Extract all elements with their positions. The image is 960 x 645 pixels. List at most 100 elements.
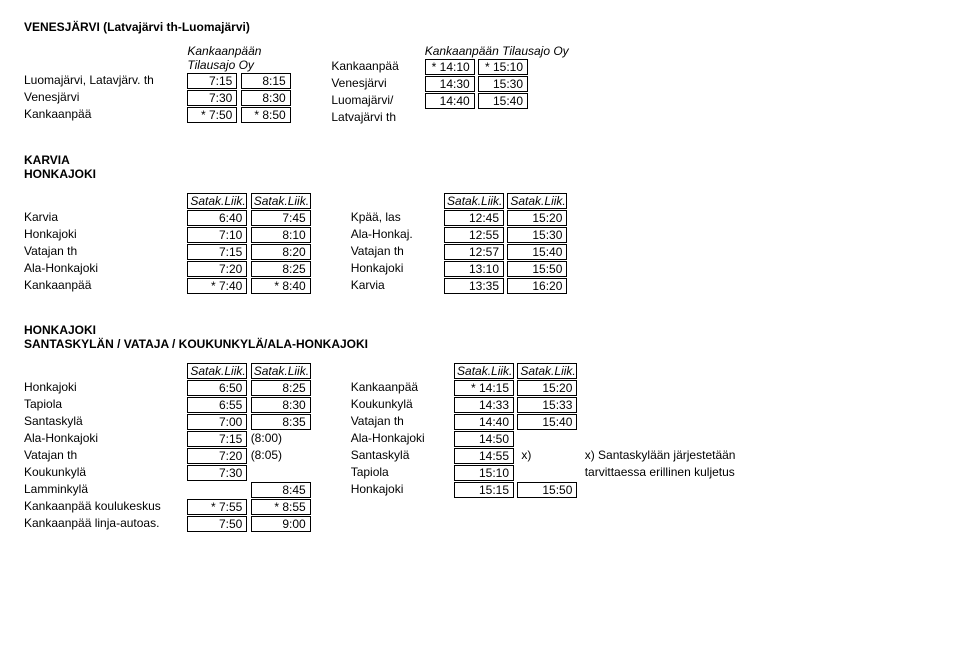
table-row: Ala-Honkajoki 7:15 (8:00) [24, 431, 311, 447]
cell: 14:40 [454, 414, 514, 430]
cell: 12:57 [444, 244, 504, 260]
sec1-title: VENESJÄRVI (Latvajärvi th-Luomajärvi) [24, 20, 936, 34]
cell: 6:55 [187, 397, 247, 413]
row-label: Honkajoki [351, 482, 451, 496]
sec1-columns: Kankaanpään Tilausajo Oy Luomajärvi, Lat… [24, 44, 936, 125]
cell: 8:35 [251, 414, 311, 430]
row-label: Ala-Honkajoki [24, 431, 184, 445]
row-label: Kankaanpää [24, 107, 184, 121]
cell: * 8:40 [251, 278, 311, 294]
row-label: Santaskylä [351, 448, 451, 462]
cell: 12:55 [444, 227, 504, 243]
col-header: Satak.Liik. [187, 193, 247, 209]
cell: 14:50 [454, 431, 514, 447]
row-label: Kpää, las [351, 210, 441, 224]
table-row: Kpää, las 12:45 15:20 [351, 210, 568, 226]
row-label: Honkajoki [24, 227, 184, 241]
table-row: Latvajärvi th [331, 110, 568, 124]
table-row: Honkajoki 6:50 8:25 [24, 380, 311, 396]
table-row: Santaskylä 14:55 x) x) Santaskylään järj… [351, 448, 736, 464]
row-label: Latvajärvi th [331, 110, 421, 124]
cell: 7:15 [187, 73, 237, 89]
row-label: Kankaanpää [331, 59, 421, 73]
col-header: Satak.Liik. [444, 193, 504, 209]
cell: 13:35 [444, 278, 504, 294]
row-label: Tapiola [351, 465, 451, 479]
cell: 15:40 [478, 93, 528, 109]
cell: * 14:10 [425, 59, 475, 75]
sec3-title2: SANTASKYLÄN / VATAJA / KOUKUNKYLÄ/ALA-HO… [24, 337, 936, 351]
table-row: Venesjärvi 14:30 15:30 [331, 76, 568, 92]
sec2-right: Satak.Liik. Satak.Liik. Kpää, las 12:45 … [351, 193, 568, 295]
table-row: Honkajoki 15:15 15:50 [351, 482, 736, 498]
row-label: Luomajärvi/ [331, 93, 421, 107]
row-label: Honkajoki [351, 261, 441, 275]
cell: 7:15 [187, 244, 247, 260]
cell: 6:50 [187, 380, 247, 396]
table-row: Honkajoki 7:10 8:10 [24, 227, 311, 243]
sec1-header-left: Kankaanpään Tilausajo Oy [187, 44, 291, 72]
table-row: Ala-Honkajoki 7:20 8:25 [24, 261, 311, 277]
cell: (8:00) [251, 431, 311, 445]
cell: 14:55 [454, 448, 514, 464]
cell: 8:25 [251, 261, 311, 277]
cell: 16:20 [507, 278, 567, 294]
cell: 14:40 [425, 93, 475, 109]
cell: 15:40 [517, 414, 577, 430]
col-header: Satak.Liik. [251, 193, 311, 209]
row-label: Vatajan th [24, 244, 184, 258]
cell: 15:10 [454, 465, 514, 481]
cell: * 15:10 [478, 59, 528, 75]
cell: * 8:55 [251, 499, 311, 515]
col-header: Satak.Liik. [454, 363, 514, 379]
sec1-left: Kankaanpään Tilausajo Oy Luomajärvi, Lat… [24, 44, 291, 125]
col-header: Satak.Liik. [187, 363, 247, 379]
row-label: Kankaanpää [351, 380, 451, 394]
table-row: Vatajan th 7:20 (8:05) [24, 448, 311, 464]
cell: 7:20 [187, 261, 247, 277]
cell: * 7:55 [187, 499, 247, 515]
cell: * 7:40 [187, 278, 247, 294]
cell: 7:30 [187, 90, 237, 106]
sec2-title1: KARVIA [24, 153, 936, 167]
row-label: Karvia [24, 210, 184, 224]
cell: 15:50 [517, 482, 577, 498]
cell: 8:20 [251, 244, 311, 260]
table-row: Kankaanpää * 7:40 * 8:40 [24, 278, 311, 294]
table-row: Kankaanpää * 7:50 * 8:50 [24, 107, 291, 123]
row-label: Venesjärvi [331, 76, 421, 90]
table-row: Kankaanpää koulukeskus * 7:55 * 8:55 [24, 499, 311, 515]
cell: 8:30 [251, 397, 311, 413]
sec2-left: Satak.Liik. Satak.Liik. Karvia 6:40 7:45… [24, 193, 311, 295]
row-label: Karvia [351, 278, 441, 292]
cell: 7:50 [187, 516, 247, 532]
row-label: Koukunkylä [351, 397, 451, 411]
cell: * 7:50 [187, 107, 237, 123]
cell: 15:15 [454, 482, 514, 498]
table-row: Vatajan th 14:40 15:40 [351, 414, 736, 430]
table-row: Kankaanpää * 14:15 15:20 [351, 380, 736, 396]
cell: 8:25 [251, 380, 311, 396]
cell: 8:15 [241, 73, 291, 89]
table-row: Luomajärvi, Latavjärv. th 7:15 8:15 [24, 73, 291, 89]
sec3-right: Satak.Liik. Satak.Liik. Kankaanpää * 14:… [351, 363, 736, 533]
table-row: Ala-Honkajoki 14:50 [351, 431, 736, 447]
cell: 15:30 [507, 227, 567, 243]
row-note: tarvittaessa erillinen kuljetus [585, 465, 735, 479]
sec3-title1: HONKAJOKI [24, 323, 936, 337]
cell: x) [517, 448, 577, 462]
cell: 14:30 [425, 76, 475, 92]
sec2-columns: Satak.Liik. Satak.Liik. Karvia 6:40 7:45… [24, 193, 936, 295]
row-label: Venesjärvi [24, 90, 184, 104]
cell: 7:15 [187, 431, 247, 447]
table-row: Kankaanpää * 14:10 * 15:10 [331, 59, 568, 75]
cell: 8:45 [251, 482, 311, 498]
cell: 9:00 [251, 516, 311, 532]
col-header: Satak.Liik. [507, 193, 567, 209]
cell: 7:45 [251, 210, 311, 226]
row-label: Koukunkylä [24, 465, 184, 479]
sec1-header-right: Kankaanpään Tilausajo Oy [425, 44, 569, 58]
cell: 7:10 [187, 227, 247, 243]
cell: 12:45 [444, 210, 504, 226]
row-label: Tapiola [24, 397, 184, 411]
